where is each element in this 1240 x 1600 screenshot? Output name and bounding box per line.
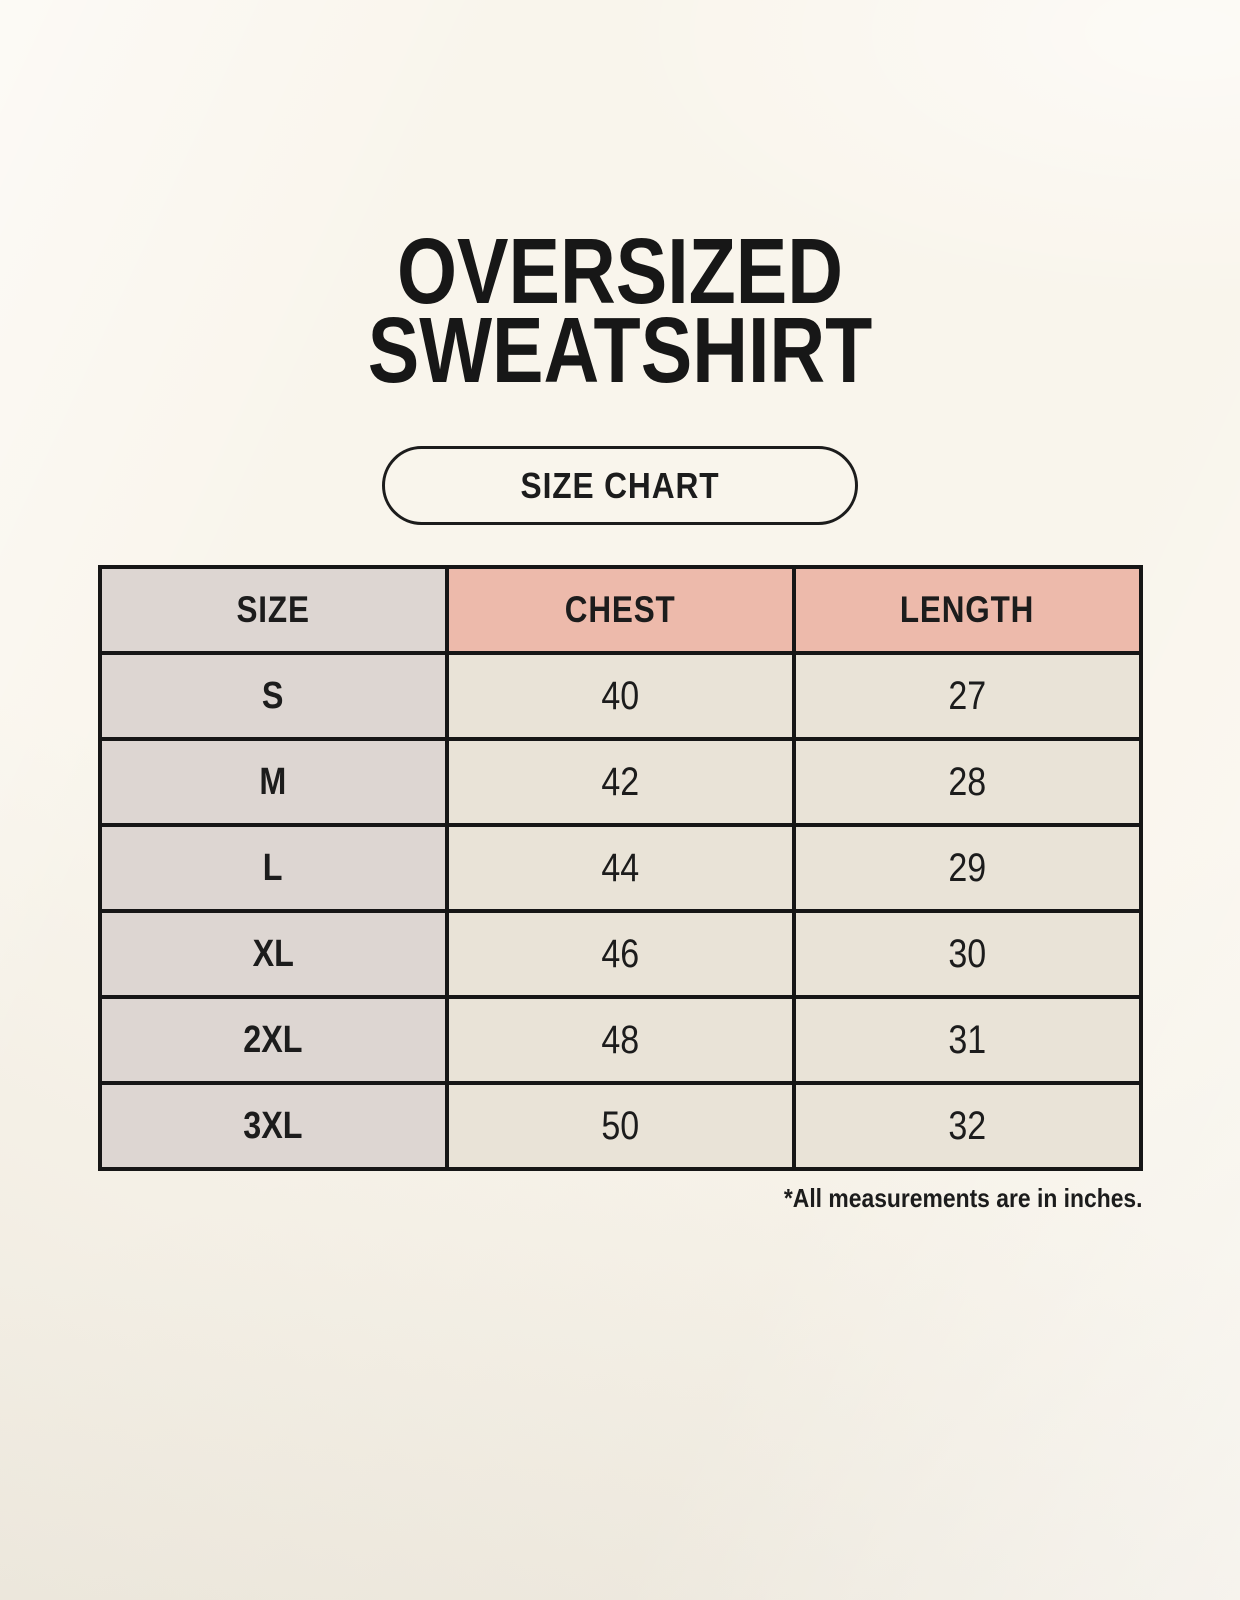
length-cell-m: 28 [795, 741, 1139, 823]
size-cell-3xl: 3XL [101, 1085, 445, 1167]
column-header-length: LENGTH [795, 569, 1139, 651]
length-cell-xl: 30 [795, 913, 1139, 995]
chest-cell-2xl: 48 [448, 999, 792, 1081]
page-title: OVERSIZED SWEATSHIRT [0, 0, 1240, 402]
length-cell-l: 29 [795, 827, 1139, 909]
title-line-2: SWEATSHIRT [367, 298, 873, 402]
chest-cell-xl: 46 [448, 913, 792, 995]
size-chart-poster: OVERSIZED SWEATSHIRT SIZE CHART SIZE CHE… [0, 0, 1240, 1214]
size-chart-badge-label: SIZE CHART [520, 464, 720, 506]
length-cell-2xl: 31 [795, 999, 1139, 1081]
column-header-size: SIZE [101, 569, 445, 651]
column-header-chest: CHEST [448, 569, 792, 651]
size-cell-2xl: 2XL [101, 999, 445, 1081]
chest-cell-s: 40 [448, 655, 792, 737]
measurements-note: *All measurements are in inches. [783, 1183, 1143, 1213]
chest-cell-3xl: 50 [448, 1085, 792, 1167]
length-cell-s: 27 [795, 655, 1139, 737]
size-cell-m: M [101, 741, 445, 823]
size-cell-xl: XL [101, 913, 445, 995]
size-cell-s: S [101, 655, 445, 737]
footnote-row: *All measurements are in inches. [98, 1183, 1143, 1214]
chest-cell-m: 42 [448, 741, 792, 823]
size-cell-l: L [101, 827, 445, 909]
chest-cell-l: 44 [448, 827, 792, 909]
size-chart-table: SIZE CHEST LENGTH S 40 27 M 42 28 L 44 2… [97, 565, 1143, 1171]
length-cell-3xl: 32 [795, 1085, 1139, 1167]
size-chart-badge: SIZE CHART [382, 446, 858, 525]
